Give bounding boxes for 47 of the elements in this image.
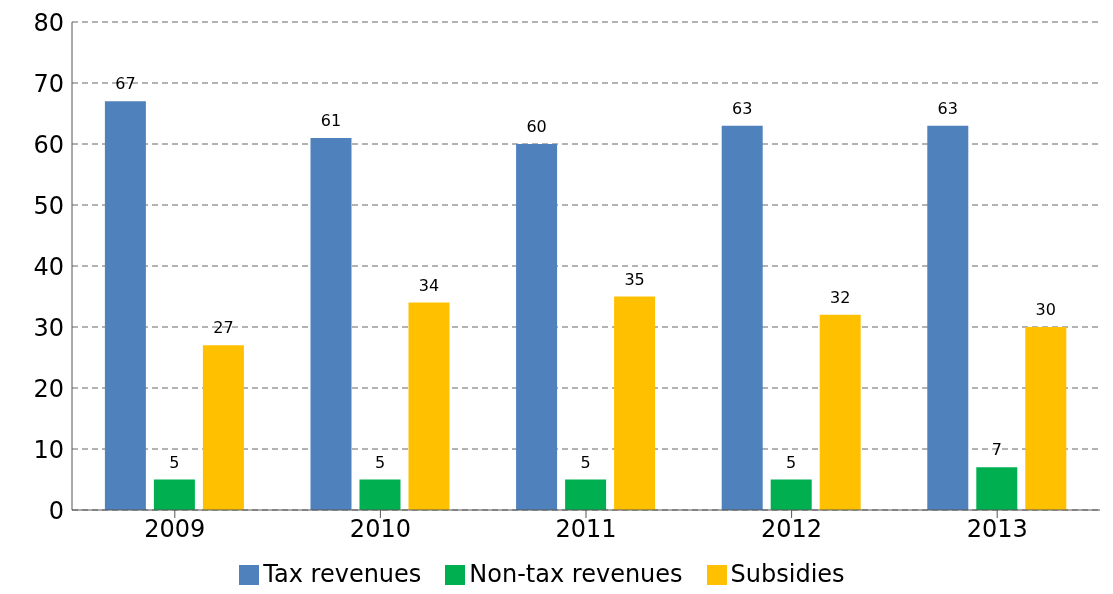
legend-label: Tax revenues bbox=[263, 560, 422, 588]
y-tick-label: 20 bbox=[33, 374, 64, 403]
bar bbox=[770, 479, 812, 510]
bar bbox=[408, 302, 450, 510]
bar bbox=[976, 467, 1018, 510]
data-label: 7 bbox=[991, 440, 1002, 460]
bar bbox=[310, 137, 352, 510]
data-label: 60 bbox=[526, 117, 547, 136]
data-label: 32 bbox=[830, 287, 851, 307]
y-tick-label: 60 bbox=[33, 130, 64, 159]
x-tick-label: 2013 bbox=[966, 515, 1028, 544]
x-tick-label: 2011 bbox=[555, 515, 617, 544]
data-label: 35 bbox=[624, 269, 645, 289]
data-label: 61 bbox=[320, 110, 342, 130]
legend-label: Non-tax revenues bbox=[469, 560, 683, 588]
bar bbox=[565, 479, 607, 510]
data-label: 5 bbox=[169, 452, 180, 472]
x-tick-label: 2012 bbox=[761, 515, 823, 544]
y-tick-label: 10 bbox=[33, 435, 64, 464]
bar bbox=[516, 144, 558, 510]
bar bbox=[104, 101, 146, 510]
data-label: 63 bbox=[937, 98, 958, 118]
legend-label: Subsidies bbox=[730, 560, 845, 588]
y-tick-label: 50 bbox=[33, 191, 64, 220]
y-tick-label: 40 bbox=[33, 252, 64, 281]
bar bbox=[614, 296, 656, 510]
data-label: 67 bbox=[115, 74, 136, 94]
data-label: 5 bbox=[580, 452, 591, 472]
y-tick-label: 30 bbox=[33, 313, 64, 342]
bar bbox=[202, 345, 244, 510]
bar bbox=[819, 314, 861, 510]
data-label: 27 bbox=[213, 318, 234, 338]
data-label: 30 bbox=[1035, 300, 1056, 319]
bar bbox=[1025, 327, 1067, 510]
bar bbox=[359, 479, 401, 510]
data-label: 63 bbox=[732, 98, 753, 118]
data-label: 5 bbox=[786, 452, 797, 472]
bar bbox=[721, 125, 763, 510]
bar bbox=[927, 125, 969, 510]
y-tick-label: 0 bbox=[48, 496, 64, 525]
x-tick-label: 2010 bbox=[349, 515, 411, 544]
y-tick-label: 70 bbox=[33, 69, 64, 98]
y-tick-label: 80 bbox=[33, 8, 64, 37]
bar bbox=[153, 479, 195, 510]
data-label: 34 bbox=[418, 275, 440, 295]
x-tick-label: 2009 bbox=[144, 515, 206, 544]
data-label: 5 bbox=[374, 452, 386, 472]
